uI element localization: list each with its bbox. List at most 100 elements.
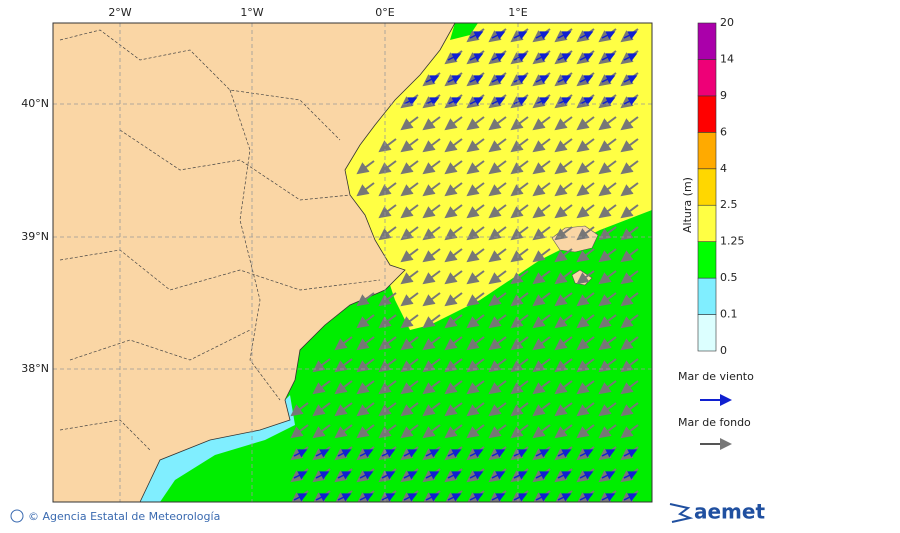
arrow — [532, 292, 551, 307]
arrow — [466, 380, 485, 395]
arrow — [513, 75, 528, 84]
arrow — [334, 424, 353, 439]
arrow — [444, 182, 463, 197]
arrow — [579, 97, 594, 106]
arrow — [532, 116, 551, 131]
lon-label: 2°W — [108, 6, 131, 19]
arrow — [620, 160, 639, 175]
colorbar-label: 1.25 — [720, 235, 745, 248]
arrow — [334, 402, 353, 417]
wave-arrows — [290, 28, 639, 502]
arrow — [422, 380, 441, 395]
arrow — [488, 204, 507, 219]
arrow — [444, 138, 463, 153]
arrow — [466, 358, 485, 373]
arrow — [378, 138, 397, 153]
colorbar-segment — [697, 95, 717, 133]
arrow — [554, 270, 573, 285]
arrow — [356, 336, 375, 351]
arrow — [510, 402, 529, 417]
map-frame — [52, 22, 653, 503]
arrow — [510, 314, 529, 329]
arrow — [488, 314, 507, 329]
arrow — [400, 160, 419, 175]
arrow — [510, 424, 529, 439]
arrow — [532, 270, 551, 285]
legend-label: Mar de viento — [678, 370, 754, 383]
arrow — [576, 204, 595, 219]
arrow — [422, 424, 441, 439]
arrow — [422, 402, 441, 417]
arrow — [400, 380, 419, 395]
arrow — [554, 292, 573, 307]
arrow — [315, 449, 330, 458]
arrow — [290, 402, 309, 417]
arrow — [554, 380, 573, 395]
arrow — [488, 358, 507, 373]
arrow — [378, 292, 397, 307]
arrow — [466, 116, 485, 131]
map — [53, 23, 652, 502]
arrow — [601, 97, 616, 106]
arrow — [466, 402, 485, 417]
arrow — [532, 138, 551, 153]
arrow — [444, 116, 463, 131]
arrow — [601, 493, 616, 502]
colorbar-label: 0.1 — [720, 308, 738, 321]
arrow — [315, 471, 330, 480]
credit: © Agencia Estatal de Meteorología — [28, 510, 220, 523]
colorbar-segment — [697, 314, 717, 352]
arrow — [554, 248, 573, 263]
colorbar-label: 20 — [720, 16, 734, 29]
arrow — [601, 449, 616, 458]
arrow — [400, 424, 419, 439]
arrow — [532, 336, 551, 351]
arrow — [400, 292, 419, 307]
arrow — [400, 314, 419, 329]
legend-label: Mar de fondo — [678, 416, 751, 429]
arrow — [535, 75, 550, 84]
arrow — [557, 53, 572, 62]
colorbar-title: Altura (m) — [681, 177, 694, 233]
arrow — [466, 204, 485, 219]
arrow — [359, 493, 374, 502]
arrow — [598, 204, 617, 219]
arrow — [466, 336, 485, 351]
arrow — [535, 53, 550, 62]
arrow — [400, 336, 419, 351]
arrow — [447, 471, 462, 480]
arrow — [623, 97, 638, 106]
arrow — [381, 471, 396, 480]
arrow — [579, 449, 594, 458]
arrow — [623, 493, 638, 502]
colorbar-segment — [697, 168, 717, 206]
colorbar-segment — [697, 132, 717, 170]
arrow — [444, 248, 463, 263]
arrow — [510, 380, 529, 395]
arrow — [598, 160, 617, 175]
arrow — [576, 402, 595, 417]
arrow — [444, 292, 463, 307]
arrow — [598, 380, 617, 395]
arrow — [491, 53, 506, 62]
arrow — [293, 449, 308, 458]
arrow — [422, 270, 441, 285]
arrow — [601, 75, 616, 84]
arrow — [400, 248, 419, 263]
arrow — [400, 270, 419, 285]
arrow — [312, 402, 331, 417]
arrow — [466, 160, 485, 175]
arrow — [425, 75, 440, 84]
arrow — [378, 182, 397, 197]
arrow — [466, 292, 485, 307]
arrow — [447, 53, 462, 62]
arrow — [444, 336, 463, 351]
arrow — [378, 204, 397, 219]
arrow — [532, 314, 551, 329]
arrow — [488, 402, 507, 417]
arrow — [312, 424, 331, 439]
arrow — [576, 160, 595, 175]
arrow — [425, 449, 440, 458]
lat-label: 40°N — [21, 97, 49, 110]
